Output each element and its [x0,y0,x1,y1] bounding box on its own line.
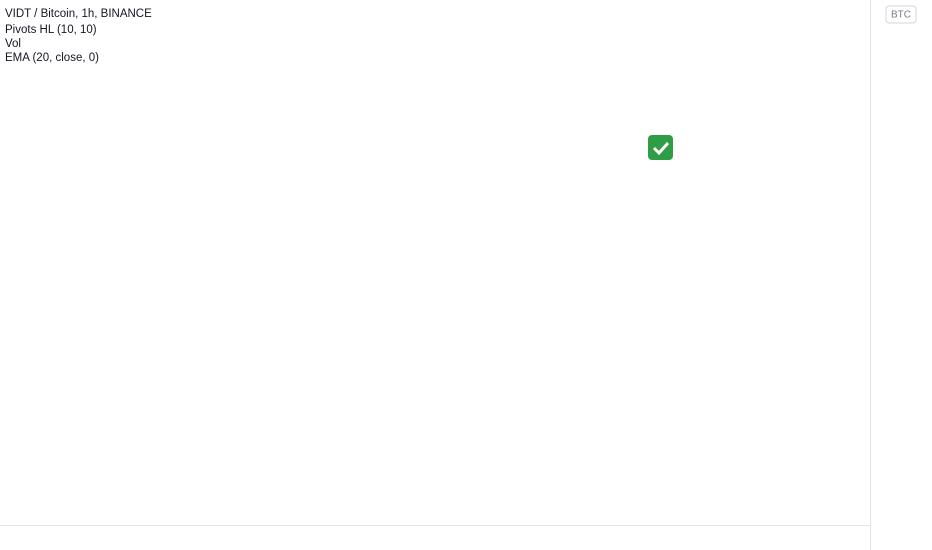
symbol-title: VIDT / Bitcoin, 1h, BINANCE [5,8,152,20]
check-mark [652,141,670,156]
target-check-icon [648,135,673,160]
indicator-label: Pivots HL (10, 10) [5,24,97,36]
indicator-label: Vol [5,38,21,50]
indicator-label: EMA (20, close, 0) [5,52,99,64]
check-badge [648,135,673,160]
currency-label: BTC [891,10,911,21]
currency-button[interactable] [885,5,917,24]
